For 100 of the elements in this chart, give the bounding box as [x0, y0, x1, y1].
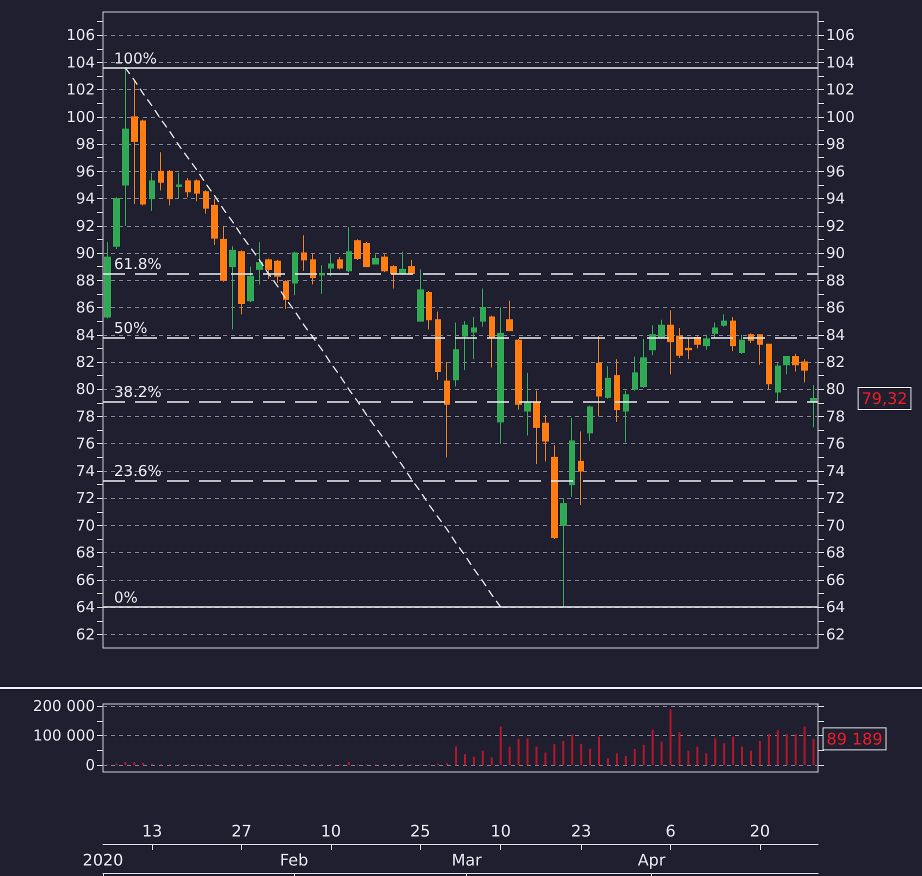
y2-tick-label: 104: [826, 53, 855, 72]
x2-tick-label: Apr: [638, 850, 666, 870]
bar: [670, 709, 672, 766]
candlestick: [328, 254, 334, 277]
annotation: 0%: [114, 588, 138, 607]
y-tick-label: 78: [76, 407, 95, 426]
y-tick-label: 200 000: [32, 697, 95, 716]
candlestick: [274, 259, 281, 284]
bar: [794, 734, 797, 766]
candlestick: [131, 80, 138, 205]
candlestick: [623, 390, 629, 443]
candlestick: [801, 358, 808, 383]
candlestick: [444, 362, 450, 458]
candlestick: [703, 334, 710, 350]
candlestick: [399, 251, 406, 276]
bar: [768, 734, 770, 766]
bar: [776, 730, 779, 766]
y2-tick-label: 88: [826, 271, 846, 290]
y-tick-label: 76: [76, 434, 95, 453]
y2-tick-label: 86: [826, 298, 846, 317]
x-tick-label: 6: [665, 822, 676, 840]
y2-tick-label: 90: [826, 244, 846, 262]
candlestick: [515, 338, 522, 410]
candlestick: [533, 390, 540, 465]
bar: [526, 738, 529, 766]
candlestick: [319, 264, 325, 294]
bar: [580, 744, 582, 766]
bar: [508, 746, 511, 766]
candlestick: [730, 316, 736, 352]
y-tick-label: 100: [66, 108, 95, 126]
bar: [678, 732, 680, 766]
candlestick: [104, 242, 111, 319]
x2-tick-label: Mar: [452, 850, 482, 870]
candlestick: [426, 290, 432, 330]
y-tick-label: 104: [66, 53, 95, 72]
candlestick: [480, 288, 486, 328]
y-tick-label: 66: [76, 570, 95, 589]
bar: [634, 748, 636, 766]
y2-tick-label: 96: [826, 162, 846, 180]
y2-tick-label: 76: [826, 434, 846, 453]
y-tick-label: 84: [76, 326, 95, 344]
candlestick: [766, 344, 772, 390]
bar: [553, 744, 556, 766]
candlestick: [417, 268, 424, 322]
annotation: 50%: [114, 318, 148, 337]
candlestick: [176, 172, 182, 200]
candlestick: [587, 405, 593, 442]
candlestick: [596, 336, 602, 417]
bar: [490, 758, 493, 766]
bar: [455, 746, 458, 766]
y-tick-label: 90: [76, 244, 95, 262]
bar: [598, 736, 600, 766]
y2-tick-label: 82: [826, 353, 846, 372]
bar: [472, 756, 475, 766]
candlestick: [354, 238, 361, 260]
bar: [696, 746, 698, 766]
y-tick-label: 86: [76, 298, 95, 317]
y2-tick-label: 92: [826, 216, 846, 235]
candlestick: [712, 322, 718, 338]
annotation: 61.8%: [114, 254, 162, 273]
candlestick: [489, 315, 495, 368]
y2-tick-label: 84: [826, 326, 846, 344]
bar: [786, 734, 788, 766]
y2-tick-label: 66: [826, 570, 846, 589]
y2-tick-label: 72: [826, 489, 846, 508]
bar: [758, 740, 761, 766]
bar: [348, 762, 350, 766]
x-tick-label: 25: [410, 822, 430, 840]
bar: [714, 738, 716, 766]
candlestick: [122, 67, 129, 226]
candlestick: [792, 353, 799, 372]
candlestick: [408, 259, 415, 276]
candlestick: [310, 252, 316, 285]
candlestick: [497, 307, 504, 444]
y-tick-label: 70: [76, 516, 95, 534]
candlestick: [113, 196, 120, 250]
candlestick: [640, 338, 647, 388]
y-tick-label: 94: [76, 190, 95, 208]
candlestick: [140, 119, 146, 206]
y-tick-label: 98: [76, 135, 95, 154]
candlestick: [149, 172, 155, 212]
bar: [687, 750, 690, 766]
bar: [616, 753, 618, 766]
annotation: 100%: [114, 49, 157, 68]
bar: [500, 726, 502, 766]
candlestick: [560, 498, 567, 608]
candlestick: [238, 250, 245, 315]
y2-tick-label: 70: [826, 516, 846, 534]
candlestick: [632, 356, 638, 392]
annotation: 38.2%: [114, 383, 162, 401]
bar: [732, 736, 734, 766]
candlestick: [569, 417, 575, 498]
candlestick: [247, 266, 254, 303]
bar: [660, 742, 663, 766]
y-tick-label: 102: [66, 80, 95, 99]
y-tick-label: 80: [76, 380, 95, 398]
y-tick-label: 0: [85, 756, 95, 774]
candlestick: [265, 258, 272, 280]
bar: [589, 748, 592, 766]
y2-tick-label: 106: [826, 26, 855, 44]
